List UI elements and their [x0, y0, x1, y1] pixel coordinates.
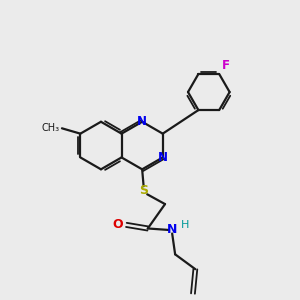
- Text: CH₃: CH₃: [41, 123, 60, 133]
- Text: S: S: [139, 184, 148, 197]
- Text: F: F: [222, 58, 230, 72]
- Text: H: H: [181, 220, 189, 230]
- Text: O: O: [113, 218, 123, 231]
- Text: N: N: [167, 224, 177, 236]
- Text: N: N: [137, 115, 147, 128]
- Text: N: N: [158, 151, 168, 164]
